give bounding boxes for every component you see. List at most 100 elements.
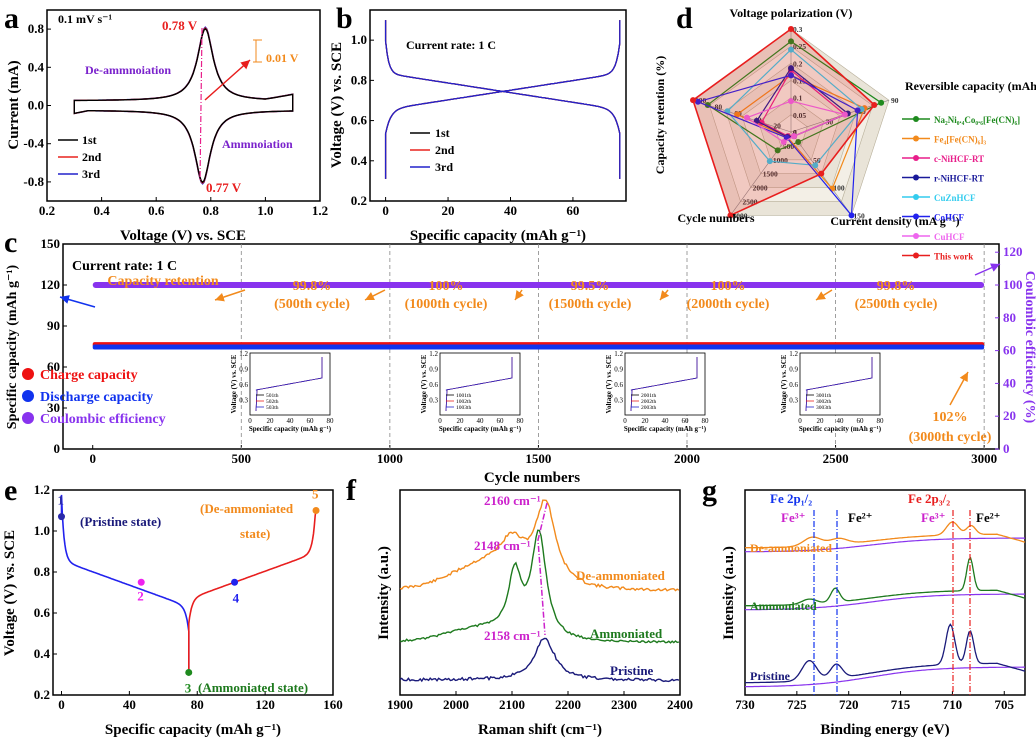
radar-tick-label: 0 bbox=[793, 128, 797, 137]
x-tick-label: 0 bbox=[382, 203, 389, 218]
inset-y-tick: 0.9 bbox=[239, 366, 248, 374]
state-point-label: 1 bbox=[57, 493, 64, 508]
right-axis-arrow bbox=[974, 263, 1001, 276]
retention-value: 100% bbox=[711, 279, 746, 294]
radar-polygon bbox=[706, 40, 883, 151]
y-tick-label: 0.6 bbox=[351, 113, 368, 128]
inset-x-tick: 0 bbox=[248, 417, 252, 425]
x-tick-label: 710 bbox=[943, 697, 963, 712]
x-tick-label: 500 bbox=[232, 451, 252, 466]
y-axis-label-left: Specific capacity (mAh g⁻¹) bbox=[5, 264, 20, 429]
legend: Na₂Ni₀.₄Co₀.₆[Fe(CN)₆] Fe₄[Fe(CN)₆]₃ c-NiH… bbox=[902, 115, 1020, 262]
inset-x-tick: 80 bbox=[327, 417, 335, 425]
retention-value: 99.8% bbox=[293, 279, 332, 294]
y-tick-label: 120 bbox=[41, 277, 61, 292]
xps-spectra bbox=[744, 521, 1026, 688]
y-right-tick-label: 120 bbox=[1003, 244, 1023, 259]
raman-spectrum-Ammoniated bbox=[399, 529, 680, 644]
y-tick-label: 150 bbox=[41, 236, 61, 251]
state-point-label: 4 bbox=[233, 590, 240, 605]
peak-label-deammoniated: 2160 cm⁻¹ bbox=[484, 493, 541, 508]
retention-arrow bbox=[364, 289, 386, 301]
y-tick-label: 60 bbox=[47, 359, 60, 374]
y-axis-label: Intensity (a.u.) bbox=[376, 546, 392, 640]
inset-y-tick: 0.6 bbox=[614, 381, 623, 389]
inset-y-tick: 0.9 bbox=[789, 366, 798, 374]
panel-label-c: c bbox=[4, 226, 17, 259]
legend-label: Fe₄[Fe(CN)₆]₃ bbox=[934, 135, 986, 145]
inset-y-tick: 0.9 bbox=[614, 366, 623, 374]
retention-arrow bbox=[514, 289, 524, 301]
fe2p12-label: Fe 2p₁/₂ bbox=[770, 491, 812, 506]
state-point-label: 2 bbox=[137, 588, 144, 603]
radar-marker bbox=[788, 65, 794, 72]
y-tick-label: 30 bbox=[47, 400, 60, 415]
radar-marker bbox=[774, 147, 781, 154]
x-tick-label: 1.2 bbox=[312, 203, 328, 218]
inset-x-label: Specific capacity (mAh g⁻¹) bbox=[439, 425, 522, 433]
radar-tick-label: 0 bbox=[793, 128, 797, 137]
fe2-label-2: Fe²⁺ bbox=[976, 510, 1000, 525]
x-tick-label: 0.4 bbox=[93, 203, 110, 218]
state-point-label: 5 bbox=[312, 487, 319, 502]
legend-label: CoHCF bbox=[934, 213, 964, 223]
radar-marker bbox=[791, 133, 798, 140]
radar-tick-label: 0.15 bbox=[793, 77, 806, 86]
state-point-3 bbox=[185, 668, 193, 676]
raman-spectrum-Pristine bbox=[399, 637, 680, 683]
plot-frame bbox=[52, 489, 334, 696]
current-rate: Current rate: 1 C bbox=[72, 259, 177, 274]
radar-marker bbox=[812, 162, 819, 169]
radar-marker bbox=[766, 158, 773, 165]
x-tick-label: 0.8 bbox=[203, 203, 220, 218]
panel-label-f: f bbox=[346, 474, 357, 507]
inset-x-tick: 20 bbox=[457, 417, 465, 425]
inset-x-tick: 80 bbox=[702, 417, 710, 425]
legend-label-2nd: 2nd bbox=[82, 150, 102, 164]
fe3-label-2: Fe³⁺ bbox=[921, 510, 945, 525]
radar-tick-label: 100 bbox=[833, 184, 845, 193]
retention-word: Capacity retention bbox=[107, 274, 219, 289]
radar-tick-label: 90 bbox=[891, 96, 899, 105]
legend-label-charge: Charge capacity bbox=[40, 368, 138, 383]
state-curve bbox=[60, 494, 317, 673]
radar-tick-label: 0.1 bbox=[793, 94, 803, 103]
retention-label-1: Capacity retention bbox=[107, 274, 219, 289]
y-tick-label: 0.4 bbox=[351, 153, 368, 168]
legend-label: r-NiHCF-RT bbox=[934, 174, 984, 184]
inset-y-label: Voltage (V) vs. SCE bbox=[780, 354, 788, 413]
axis-ticks: 0 40 80 120 160 0.2 0.4 0.6 0.8 1.0 1.2 bbox=[34, 482, 343, 712]
x-tick-label: 120 bbox=[255, 697, 275, 712]
legend-label: CuHCF bbox=[934, 232, 965, 242]
plot-frame bbox=[399, 489, 681, 696]
peak-red-label: 0.77 V bbox=[206, 180, 242, 195]
radar-polygon bbox=[692, 27, 876, 217]
state-point-1 bbox=[57, 513, 65, 521]
inset-x-tick: 0 bbox=[798, 417, 802, 425]
inset-legend-label: 503th bbox=[266, 405, 279, 411]
inset-x-label: Specific capacity (mAh g⁻¹) bbox=[799, 425, 882, 433]
inset-chart: 0 20 40 60 80 0.3 0.6 0.9 1.2 Specific capacity (… bbox=[780, 350, 884, 433]
axis-ticks: 0 20 40 60 0.2 0.4 0.6 0.8 1.0 bbox=[351, 32, 580, 218]
inset-y-tick: 0.3 bbox=[614, 397, 623, 405]
x-tick-label: 40 bbox=[504, 203, 517, 218]
y-tick-label: 1.0 bbox=[34, 523, 50, 538]
panel-g-xps: 730 725 720 715 710 705 Fe 2p₁/₂ Fe 2p₃/₂ Fe³… bbox=[721, 489, 1026, 738]
region-upper: De-ammnoiation bbox=[85, 63, 171, 77]
y-tick-label: 1.2 bbox=[34, 482, 50, 497]
axis-title-capacity-text: Reversible capacity (mAh g⁻¹) bbox=[905, 79, 1036, 93]
inset-legend-label: 2001th bbox=[641, 393, 657, 399]
state-points: 1 2 3 4 5 bbox=[57, 487, 320, 695]
inset-chart: 0 20 40 60 80 0.3 0.6 0.9 1.2 Specific capacity (… bbox=[420, 350, 524, 433]
legend-label-1st: 1st bbox=[435, 126, 450, 140]
ce-band bbox=[92, 282, 985, 288]
region-lower: Ammnoiation bbox=[222, 137, 293, 151]
inset-legend-label: 1003th bbox=[456, 405, 472, 411]
x-tick-label: 2400 bbox=[667, 697, 693, 712]
radar-marker bbox=[871, 101, 878, 108]
xps-spectrum-De-ammoniated bbox=[744, 521, 1026, 549]
y-tick-label: 0 bbox=[54, 441, 61, 456]
axis-ticks: 0 500 1000 1500 2000 2500 30000306090120150020… bbox=[41, 236, 1023, 466]
legend-dot-discharge bbox=[22, 390, 34, 402]
retention-value: 100% bbox=[429, 279, 464, 294]
